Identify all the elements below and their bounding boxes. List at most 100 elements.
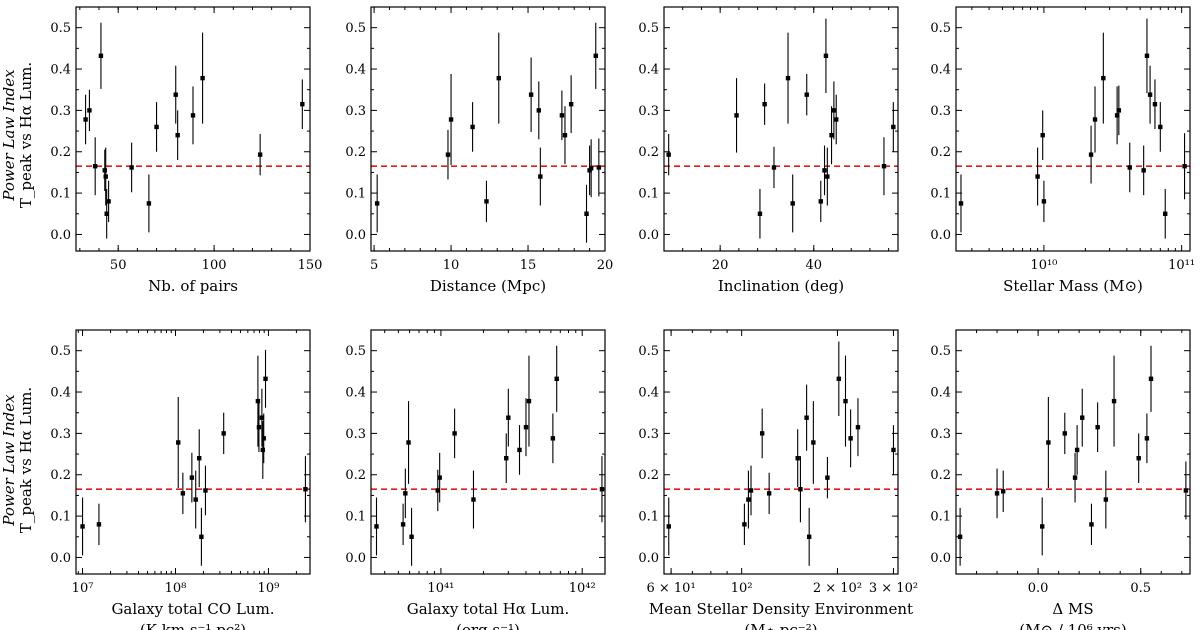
data-point <box>818 199 823 204</box>
data-point <box>257 152 263 157</box>
data-point <box>87 108 92 113</box>
y-tick-label: 0.5 <box>50 21 71 36</box>
data-point <box>1182 164 1187 169</box>
data-point <box>1127 165 1132 170</box>
x-tick-label: 10¹⁰ <box>1030 258 1057 273</box>
data-point <box>588 166 594 171</box>
y-tick-label: 0.0 <box>345 551 366 566</box>
data-point <box>263 376 268 381</box>
y-tick-label: 0.0 <box>930 228 951 243</box>
data-point <box>506 415 511 420</box>
data-point <box>102 168 107 173</box>
y-tick-label: 0.2 <box>345 145 366 160</box>
data-point <box>834 117 839 122</box>
data-point <box>550 436 556 441</box>
y-tick-label: 0.3 <box>638 104 659 119</box>
data-point <box>836 376 842 381</box>
data-point <box>994 491 1000 496</box>
data-point <box>1116 108 1122 113</box>
row1-ylabel-line2: T_peak vs Hα Lum. <box>17 62 35 208</box>
y-tick-label: 0.0 <box>345 228 366 243</box>
data-point <box>666 524 671 529</box>
data-point <box>129 165 134 170</box>
data-point <box>523 424 529 430</box>
data-point <box>173 92 178 97</box>
x-tick-label: 10⁷ <box>72 581 94 596</box>
y-tick-label: 0.3 <box>345 104 366 119</box>
data-point <box>1001 489 1006 494</box>
y-tick-label: 0.1 <box>930 510 951 525</box>
y-tick-label: 0.4 <box>930 63 951 78</box>
data-point <box>1101 75 1106 81</box>
x-tick-label: 2 × 10² <box>813 581 862 596</box>
x-tick-label: 10⁸ <box>165 581 187 596</box>
y-tick-label: 0.2 <box>345 468 366 483</box>
axes-frame <box>663 329 899 575</box>
data-point <box>526 398 532 404</box>
data-point <box>804 92 809 97</box>
y-tick-label: 0.4 <box>50 63 71 78</box>
data-point <box>891 447 896 453</box>
data-point <box>734 113 739 118</box>
y-tick-label: 0.5 <box>930 21 951 36</box>
panel-5: 0.0 0.1 0.2 0.3 0.4 0.5 10⁷ 10⁸ 10⁹ Galaxy total … <box>50 329 311 630</box>
y-tick-label: 0.3 <box>930 427 951 442</box>
y-tick-label: 0.2 <box>930 468 951 483</box>
data-point <box>96 522 102 527</box>
data-point <box>1144 53 1150 58</box>
data-point <box>1062 431 1067 436</box>
data-point <box>666 152 671 157</box>
data-point <box>98 53 104 58</box>
y-tick-label: 0.4 <box>345 63 366 78</box>
x-axis-label: Inclination (deg) <box>718 277 844 295</box>
data-point <box>1046 440 1051 445</box>
data-point <box>538 174 543 179</box>
data-point <box>190 113 196 118</box>
data-point <box>300 101 305 107</box>
data-point <box>180 491 186 496</box>
data-point <box>406 440 411 445</box>
axes-frame <box>370 329 606 575</box>
x-tick-label: 100 <box>202 258 227 273</box>
x-tick-label: 6 × 10¹ <box>646 581 695 596</box>
data-point <box>193 497 198 502</box>
data-point <box>1158 124 1163 130</box>
panel-6: 0.0 0.1 0.2 0.3 0.4 0.5 10⁴¹ 10⁴² Galaxy total H… <box>345 329 606 630</box>
data-point <box>445 152 451 157</box>
y-tick-label: 0.5 <box>50 344 71 359</box>
data-point <box>1136 456 1141 461</box>
data-point <box>259 415 265 420</box>
data-point <box>848 436 853 441</box>
data-point <box>104 211 109 216</box>
x-tick-label: 10² <box>731 581 753 596</box>
y-tick-label: 0.3 <box>638 427 659 442</box>
data-point <box>757 211 763 216</box>
data-point <box>822 168 827 173</box>
x-axis-label: Galaxy total CO Lum. <box>111 600 274 618</box>
data-point <box>559 113 565 118</box>
x-tick-label: 5 <box>370 258 378 273</box>
data-point <box>593 53 598 58</box>
data-point <box>891 124 896 130</box>
y-tick-label: 0.2 <box>638 145 659 160</box>
data-point <box>374 201 380 206</box>
data-point <box>536 108 542 113</box>
data-point <box>92 164 98 169</box>
y-tick-label: 0.0 <box>638 551 659 566</box>
data-point <box>957 534 963 539</box>
x-tick-label: 10 <box>443 258 460 273</box>
data-point <box>256 424 262 430</box>
data-point <box>1147 92 1153 97</box>
data-point <box>766 491 772 496</box>
y-tick-label: 0.4 <box>638 386 659 401</box>
data-point <box>83 117 88 122</box>
data-point <box>470 124 475 130</box>
row2-ylabel: Power Law Index T_peak vs Hα Lum. <box>0 387 35 533</box>
y-tick-label: 0.5 <box>930 344 951 359</box>
data-point <box>958 201 964 206</box>
data-point <box>798 487 803 492</box>
axes-frame <box>370 6 606 252</box>
data-point <box>1074 447 1080 453</box>
x-axis-label: Nb. of pairs <box>148 277 238 295</box>
x-tick-label: 50 <box>110 258 127 273</box>
